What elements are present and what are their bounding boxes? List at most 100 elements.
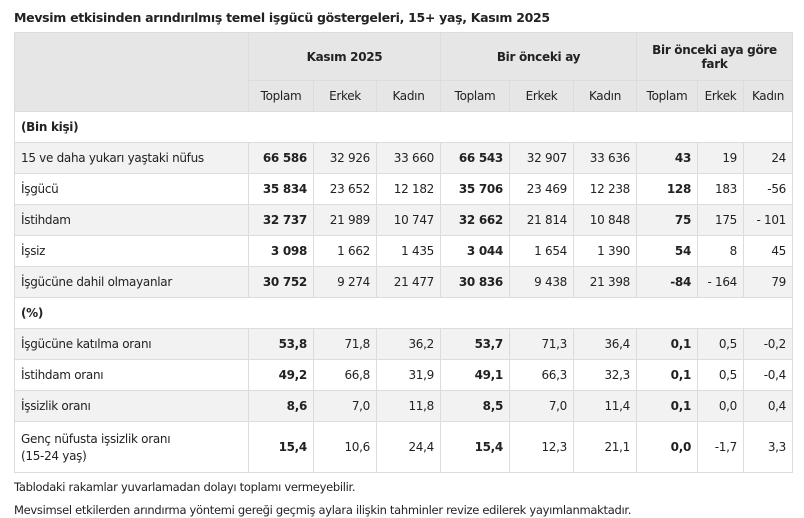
value-cell: 32,3	[573, 359, 637, 391]
row-label-text: İşgücü	[21, 182, 59, 196]
value-cell: 66 543	[440, 142, 510, 174]
value-cell: 21 398	[573, 266, 637, 298]
value-cell: 10 747	[376, 204, 441, 236]
footnote: Tablodaki rakamlar yuvarlamadan dolayı t…	[14, 480, 356, 494]
value-cell: 36,4	[573, 328, 637, 360]
value-cell: 3,3	[743, 421, 793, 473]
value-cell: 1 435	[376, 235, 441, 267]
corner-header	[14, 32, 249, 112]
value-cell: 11,4	[573, 390, 637, 422]
value-cell: 0,1	[636, 359, 698, 391]
row-label-text: 15 ve daha yukarı yaştaki nüfus	[21, 151, 204, 165]
value-cell: 8,6	[248, 390, 314, 422]
row-label: İşsizlik oranı	[14, 390, 249, 422]
value-cell: 0,0	[636, 421, 698, 473]
value-cell: 32 737	[248, 204, 314, 236]
subheader: Erkek	[313, 80, 377, 112]
value-cell: 24	[743, 142, 793, 174]
value-cell: 21 814	[509, 204, 574, 236]
value-cell: 12 182	[376, 173, 441, 205]
value-cell: 19	[697, 142, 744, 174]
table-row: İşsiz 3 098 1 662 1 435 3 044 1 654 1 390 54 8 45	[14, 235, 793, 267]
row-label-text: İstihdam oranı	[21, 368, 104, 382]
value-cell: 12,3	[509, 421, 574, 473]
value-cell: 30 836	[440, 266, 510, 298]
value-cell: 35 834	[248, 173, 314, 205]
value-cell: 9 274	[313, 266, 377, 298]
group-header: Bir önceki aya göre fark	[636, 32, 793, 81]
value-cell: 1 390	[573, 235, 637, 267]
table-row: İşgücü 35 834 23 652 12 182 35 706 23 469 12 2…	[14, 173, 793, 205]
row-label: 15 ve daha yukarı yaştaki nüfus	[14, 142, 249, 174]
value-cell: 49,2	[248, 359, 314, 391]
value-cell: 0,1	[636, 328, 698, 360]
subheader: Toplam	[440, 80, 510, 112]
row-label: İstihdam oranı	[14, 359, 249, 391]
value-cell: 10 848	[573, 204, 637, 236]
value-cell: 66,8	[313, 359, 377, 391]
value-cell: 32 662	[440, 204, 510, 236]
value-cell: 33 660	[376, 142, 441, 174]
footnote: Mevsimsel etkilerden arındırma yöntemi g…	[14, 503, 632, 517]
row-label: İşgücüne dahil olmayanlar	[14, 266, 249, 298]
section-label: (%)	[14, 297, 793, 329]
table-row: İstihdam 32 737 21 989 10 747 32 662 21 814 10…	[14, 204, 793, 236]
value-cell: 0,1	[636, 390, 698, 422]
subheader: Erkek	[697, 80, 744, 112]
value-cell: 0,5	[697, 328, 744, 360]
subheader: Erkek	[509, 80, 574, 112]
value-cell: 32 907	[509, 142, 574, 174]
value-cell: 53,7	[440, 328, 510, 360]
value-cell: 183	[697, 173, 744, 205]
value-cell: 66 586	[248, 142, 314, 174]
value-cell: 36,2	[376, 328, 441, 360]
row-label-text: (15-24 yaş)	[21, 448, 87, 463]
value-cell: 0,4	[743, 390, 793, 422]
value-cell: 0,0	[697, 390, 744, 422]
group-header: Kasım 2025	[248, 32, 441, 81]
labour-indicators-table: Kasım 2025 Bir önceki ay Bir önceki aya …	[14, 32, 793, 473]
value-cell: 24,4	[376, 421, 441, 473]
value-cell: 49,1	[440, 359, 510, 391]
value-cell: 32 926	[313, 142, 377, 174]
value-cell: 8,5	[440, 390, 510, 422]
table-row: İşsizlik oranı 8,6 7,0 11,8 8,5 7,0 11,4 0,1 0,0…	[14, 390, 793, 422]
value-cell: 43	[636, 142, 698, 174]
table-row: İşgücüne dahil olmayanlar 30 752 9 274 21 4…	[14, 266, 793, 298]
table-title: Mevsim etkisinden arındırılmış temel işg…	[14, 10, 550, 25]
value-cell: 75	[636, 204, 698, 236]
value-cell: 15,4	[248, 421, 314, 473]
value-cell: 1 654	[509, 235, 574, 267]
value-cell: 45	[743, 235, 793, 267]
table-row: İşgücüne katılma oranı 53,8 71,8 36,2 53,7 71…	[14, 328, 793, 360]
value-cell: 79	[743, 266, 793, 298]
row-label: İşgücüne katılma oranı	[14, 328, 249, 360]
section-row: (Bin kişi)	[14, 111, 793, 143]
value-cell: 21 989	[313, 204, 377, 236]
table-row: 15 ve daha yukarı yaştaki nüfus 66 586 32 …	[14, 142, 793, 174]
subheader: Toplam	[636, 80, 698, 112]
row-label-text: İstihdam	[21, 213, 71, 227]
value-cell: -56	[743, 173, 793, 205]
value-cell: - 164	[697, 266, 744, 298]
row-label: Genç nüfusta işsizlik oranı (15-24 yaş)	[14, 421, 249, 473]
value-cell: 11,8	[376, 390, 441, 422]
value-cell: 10,6	[313, 421, 377, 473]
value-cell: -0,4	[743, 359, 793, 391]
value-cell: 7,0	[313, 390, 377, 422]
section-label: (Bin kişi)	[14, 111, 793, 143]
value-cell: 21 477	[376, 266, 441, 298]
row-label: İşgücü	[14, 173, 249, 205]
subheader: Kadın	[573, 80, 637, 112]
value-cell: 12 238	[573, 173, 637, 205]
value-cell: 21,1	[573, 421, 637, 473]
value-cell: 23 469	[509, 173, 574, 205]
value-cell: 1 662	[313, 235, 377, 267]
subheader: Kadın	[376, 80, 441, 112]
value-cell: -0,2	[743, 328, 793, 360]
table-row: İstihdam oranı 49,2 66,8 31,9 49,1 66,3 32,3 0,…	[14, 359, 793, 391]
row-label: İşsiz	[14, 235, 249, 267]
row-label-text: İşsizlik oranı	[21, 399, 91, 413]
value-cell: 8	[697, 235, 744, 267]
value-cell: 23 652	[313, 173, 377, 205]
